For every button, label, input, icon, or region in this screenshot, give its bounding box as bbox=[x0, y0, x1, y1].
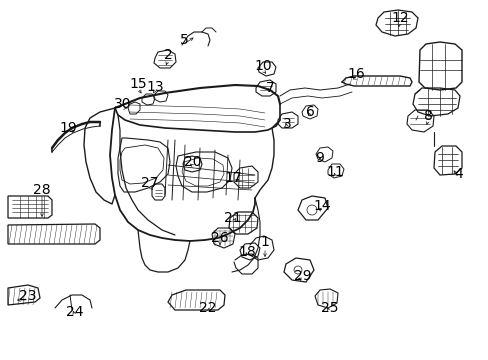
Text: 5: 5 bbox=[179, 33, 188, 47]
Text: 7: 7 bbox=[265, 81, 274, 95]
Text: 19: 19 bbox=[59, 121, 77, 135]
Text: 12: 12 bbox=[390, 11, 408, 25]
Text: 25: 25 bbox=[321, 301, 338, 315]
Text: 15: 15 bbox=[129, 77, 146, 91]
Text: 16: 16 bbox=[346, 67, 364, 81]
Text: 13: 13 bbox=[146, 80, 163, 94]
Text: 2: 2 bbox=[163, 48, 172, 62]
Text: 1: 1 bbox=[260, 235, 269, 249]
Text: 24: 24 bbox=[66, 305, 83, 319]
Text: 8: 8 bbox=[423, 109, 431, 123]
Text: 10: 10 bbox=[254, 59, 271, 73]
Text: 22: 22 bbox=[199, 301, 216, 315]
Text: 30: 30 bbox=[114, 97, 131, 111]
Text: 20: 20 bbox=[184, 155, 202, 169]
Text: 17: 17 bbox=[224, 171, 242, 185]
Text: 23: 23 bbox=[19, 289, 37, 303]
Text: 11: 11 bbox=[325, 165, 343, 179]
Text: 28: 28 bbox=[33, 183, 51, 197]
Text: 21: 21 bbox=[224, 211, 242, 225]
Text: 6: 6 bbox=[305, 105, 314, 119]
Text: 18: 18 bbox=[238, 245, 255, 259]
Text: 3: 3 bbox=[282, 117, 291, 131]
Text: 9: 9 bbox=[315, 151, 324, 165]
Text: 4: 4 bbox=[454, 167, 463, 181]
Text: 29: 29 bbox=[294, 269, 311, 283]
Text: 14: 14 bbox=[312, 199, 330, 213]
Text: 27: 27 bbox=[141, 176, 159, 190]
Text: 26: 26 bbox=[211, 231, 228, 245]
